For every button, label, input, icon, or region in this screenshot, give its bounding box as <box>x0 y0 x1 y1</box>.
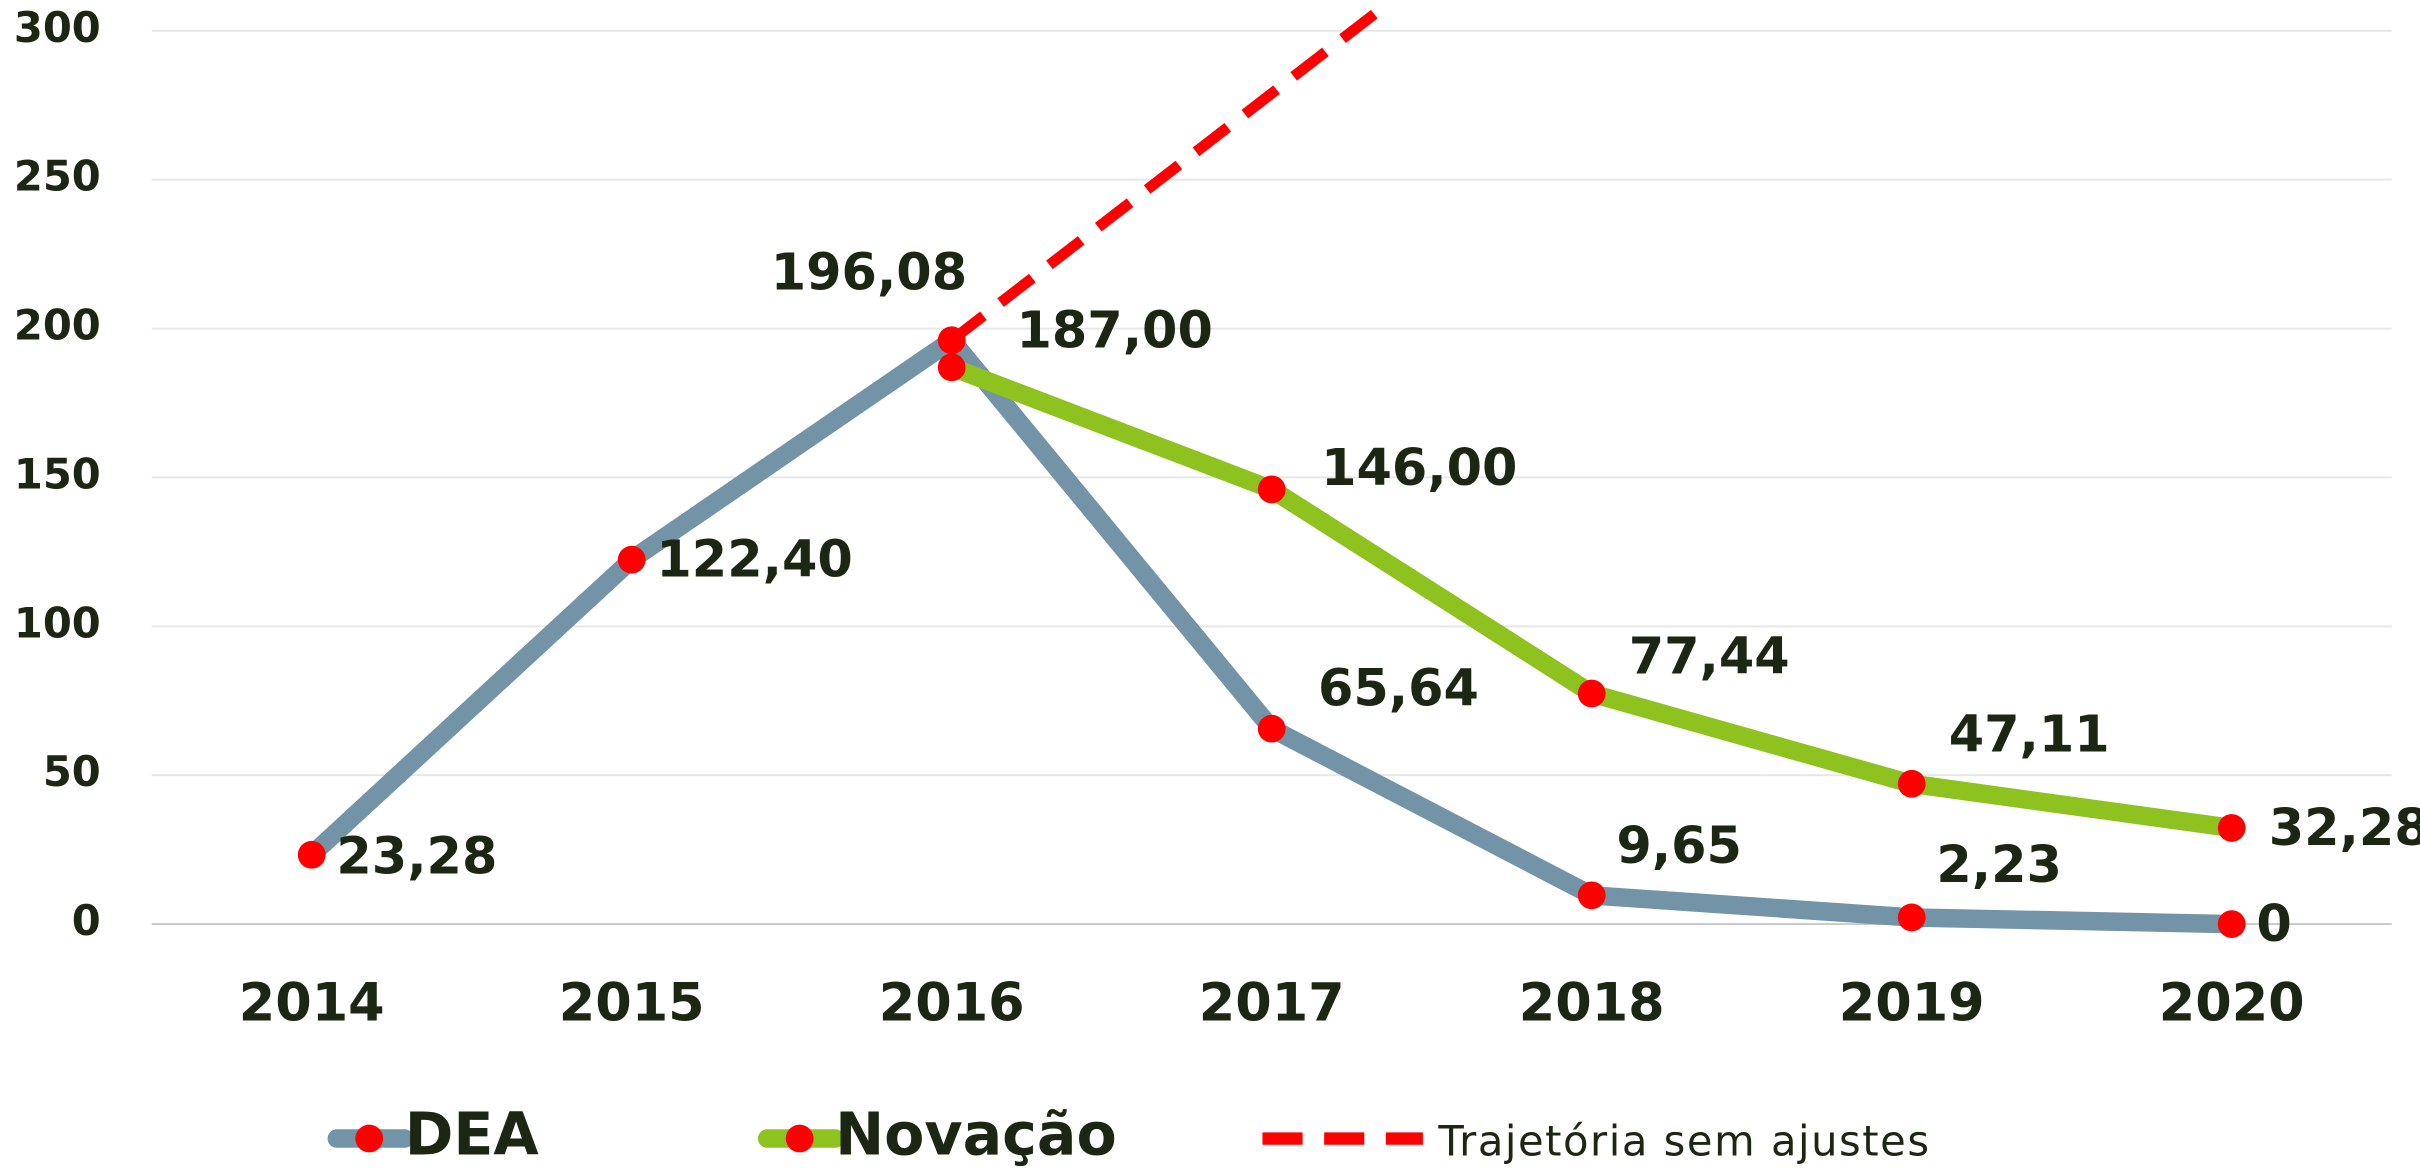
data-label: 2,23 <box>1936 836 2062 895</box>
data-label: 65,64 <box>1318 660 1479 719</box>
x-tick-label: 2015 <box>559 972 705 1033</box>
data-point <box>1257 475 1286 504</box>
x-tick-label: 2014 <box>239 972 385 1033</box>
data-label: 77,44 <box>1629 628 1790 687</box>
legend-marker <box>355 1124 384 1153</box>
x-tick-label: 2019 <box>1839 972 1985 1033</box>
y-tick-label: 50 <box>43 747 101 796</box>
data-label: 0 <box>2256 895 2291 954</box>
x-tick-label: 2020 <box>2159 972 2305 1033</box>
y-tick-label: 100 <box>14 598 101 647</box>
data-point <box>1257 714 1286 743</box>
y-tick-label: 200 <box>14 301 101 350</box>
data-label: 9,65 <box>1616 817 1742 876</box>
y-tick-label: 150 <box>14 449 101 498</box>
data-label: 122,40 <box>656 531 852 590</box>
data-label: 187,00 <box>1017 301 1213 360</box>
data-point <box>1577 881 1606 910</box>
data-label: 23,28 <box>336 827 497 886</box>
legend-label: DEA <box>405 1101 540 1169</box>
legend-label: Novação <box>835 1101 1117 1169</box>
data-point <box>617 545 646 574</box>
data-label: 32,28 <box>2269 799 2420 858</box>
data-point <box>1897 769 1926 798</box>
legend-label: Trajetória sem ajustes <box>1437 1117 1930 1166</box>
plot-area <box>305 6 2233 934</box>
y-tick-label: 250 <box>14 152 101 201</box>
data-point <box>2217 910 2246 938</box>
series-line <box>948 6 1394 345</box>
y-tick-label: 0 <box>72 896 101 945</box>
data-label: 47,11 <box>1949 706 2110 765</box>
x-tick-label: 2017 <box>1199 972 1345 1033</box>
data-label: 196,08 <box>771 243 967 302</box>
data-point <box>2217 814 2246 842</box>
y-tick-label: 300 <box>14 3 101 52</box>
x-tick-label: 2018 <box>1519 972 1665 1033</box>
legend-marker <box>785 1124 814 1153</box>
data-point <box>1897 903 1926 932</box>
data-point <box>937 326 966 355</box>
data-point <box>297 840 326 869</box>
x-tick-label: 2016 <box>879 972 1025 1033</box>
data-point <box>1577 679 1606 708</box>
data-label: 146,00 <box>1321 439 1517 498</box>
data-point <box>937 353 966 382</box>
